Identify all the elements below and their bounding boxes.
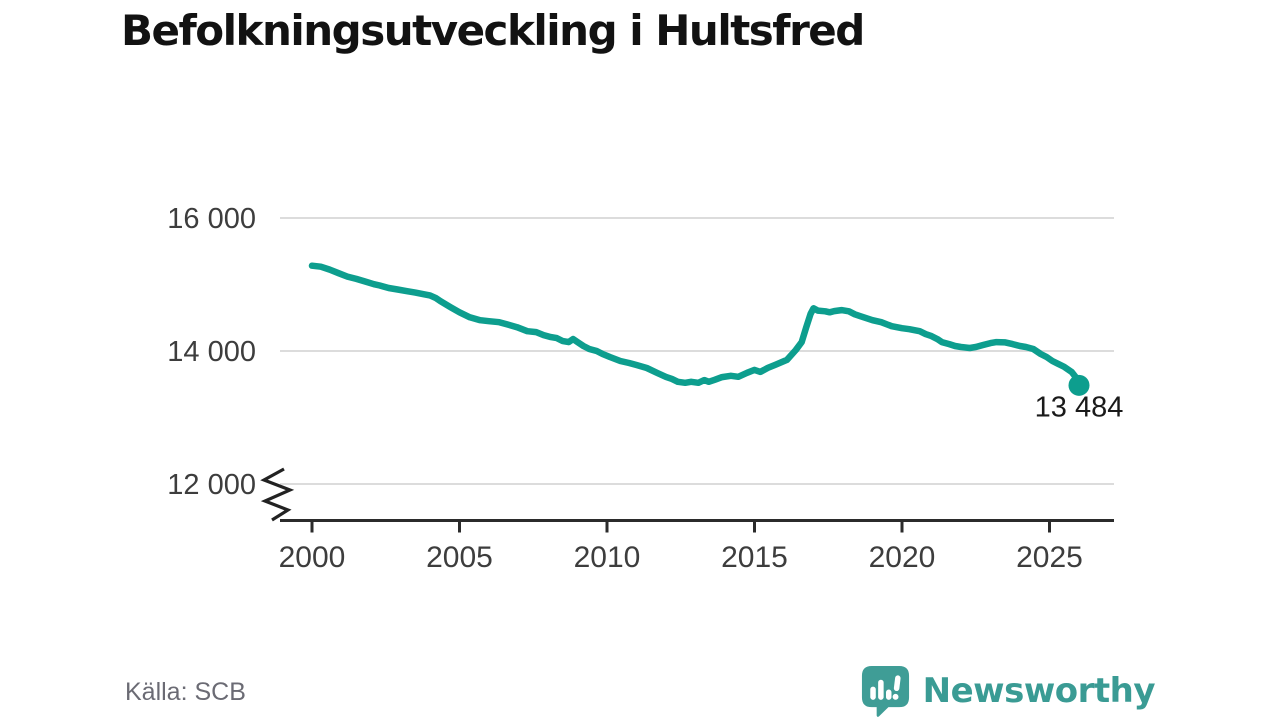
- x-axis-tick-label: 2015: [721, 541, 788, 574]
- newsworthy-logo: Newsworthy: [858, 664, 1156, 717]
- gridlines: [280, 217, 1114, 485]
- x-axis-tick-label: 2025: [1016, 541, 1083, 574]
- page-title: Befolkningsutveckling i Hultsfred: [121, 6, 865, 55]
- x-axis-ticks: [310, 520, 1051, 533]
- x-axis-tick-labels: 2000 2005 2010 2015 2020 2025: [279, 541, 1083, 574]
- x-axis-tick-label: 2000: [279, 541, 346, 574]
- series-group: [308, 262, 1083, 389]
- population-line: [308, 262, 1083, 389]
- end-value-label: 13 484: [1035, 391, 1124, 423]
- x-axis-tick-label: 2005: [426, 541, 493, 574]
- end-annotation-group: 13 484: [1035, 374, 1124, 423]
- x-axis-tick-label: 2010: [574, 541, 641, 574]
- y-axis-tick-label: 16 000: [167, 203, 256, 235]
- source-note: Källa: SCB: [125, 678, 246, 706]
- y-axis-labels: 16 000 14 000 12 000: [167, 203, 256, 501]
- x-axis-tick-label: 2020: [869, 541, 936, 574]
- end-point-dot: [1068, 374, 1090, 396]
- y-axis-tick-label: 12 000: [167, 469, 256, 501]
- newsworthy-speech-bubble-barchart-icon: [861, 665, 909, 717]
- y-axis-tick-label: 14 000: [167, 336, 256, 368]
- newsworthy-logo-text: Newsworthy: [922, 670, 1156, 711]
- y-axis-break-icon: [260, 467, 295, 522]
